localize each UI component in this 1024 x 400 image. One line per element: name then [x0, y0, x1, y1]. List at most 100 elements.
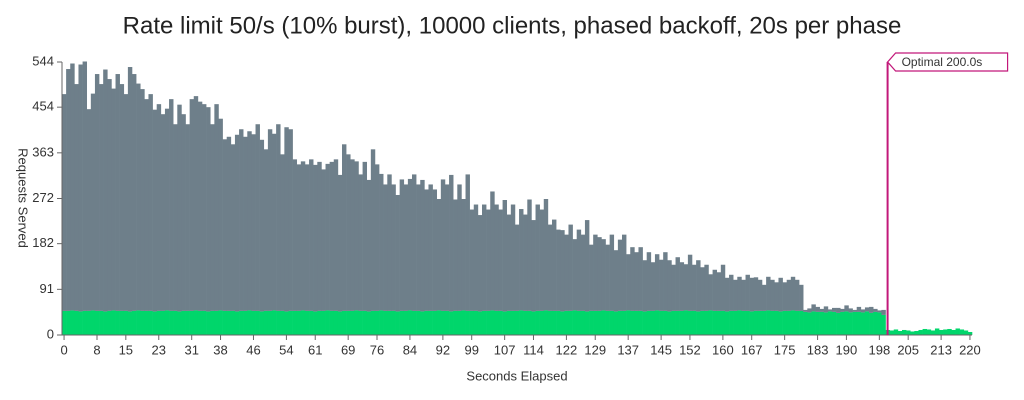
bar-segment [786, 310, 792, 335]
bar-segment [329, 161, 335, 311]
bar-segment [206, 311, 211, 335]
bar-segment [741, 310, 746, 335]
bar-segment [622, 310, 627, 335]
bar-segment [811, 311, 816, 335]
bar-segment [572, 310, 578, 335]
bar-segment [523, 310, 528, 335]
x-tick-label: 31 [184, 342, 198, 357]
bar-segment [74, 310, 79, 335]
bar-segment [255, 310, 260, 335]
bar-segment [807, 312, 812, 335]
bar-segment [136, 310, 141, 335]
bar-segment [803, 309, 808, 312]
bar-segment [309, 310, 314, 335]
bar-segment [144, 310, 149, 335]
bar-segment [193, 96, 199, 311]
bar-segment [82, 310, 88, 335]
bar-segment [799, 310, 804, 335]
bar-segment [910, 331, 915, 335]
bar-segment [473, 204, 479, 311]
bar-segment [535, 310, 540, 335]
bar-segment [453, 199, 458, 311]
bar-segment [374, 164, 380, 311]
bar-segment [436, 310, 442, 335]
bar-segment [716, 310, 722, 335]
bar-segment [247, 310, 252, 335]
x-tick-label: 23 [152, 342, 166, 357]
bar-segment [646, 310, 652, 335]
bar-segment [115, 310, 120, 335]
x-tick-label: 0 [60, 342, 67, 357]
bar-segment [572, 239, 578, 311]
bar-segment [737, 276, 742, 311]
bar-segment [498, 209, 503, 311]
bar-segment [617, 239, 623, 311]
bar-segment [589, 244, 594, 311]
bar-segment [103, 311, 108, 335]
y-axis-label: Requests Served [16, 148, 31, 248]
bar-segment [292, 159, 298, 311]
bar-segment [918, 329, 923, 335]
bar-segment [490, 191, 495, 311]
x-axis-label: Seconds Elapsed [466, 368, 567, 383]
bar-segment [749, 311, 755, 335]
bar-segment [700, 310, 705, 335]
bar-segment [169, 99, 174, 311]
bar-segment [914, 330, 919, 335]
bar-segment [939, 329, 944, 335]
bar-segment [490, 310, 495, 335]
bar-segment [346, 310, 351, 335]
x-tick-label: 84 [403, 342, 417, 357]
x-tick-label: 160 [712, 342, 734, 357]
bar-segment [576, 310, 582, 335]
bar-segment [832, 311, 837, 335]
bar-segment [226, 310, 232, 335]
bar-segment [609, 310, 615, 335]
bar-segment [230, 144, 236, 311]
x-tick-label: 8 [93, 342, 100, 357]
bar-segment [107, 79, 112, 311]
bar-segment [337, 311, 343, 335]
bar-segment [424, 189, 429, 311]
bar-segment [724, 311, 730, 335]
bar-segment [827, 309, 833, 312]
bar-segment [864, 311, 870, 335]
bar-segment [132, 310, 137, 335]
bar-segment [317, 310, 322, 335]
bar-segment [560, 311, 565, 335]
bar-segment [267, 129, 273, 311]
bar-segment [111, 88, 116, 311]
bar-segment [276, 310, 281, 335]
bar-segment [234, 134, 240, 312]
bar-segment [103, 69, 108, 312]
bar-segment [733, 310, 738, 335]
bar-segment [852, 309, 858, 312]
bar-segment [181, 114, 186, 311]
bar-segment [107, 310, 112, 335]
bar-segment [811, 304, 816, 312]
bar-segment [716, 272, 722, 311]
bar-segment [300, 161, 306, 311]
bar-segment [930, 330, 936, 335]
x-tick-label: 54 [279, 342, 293, 357]
bar-segment [663, 252, 668, 311]
bar-segment [630, 310, 635, 335]
bar-segment [794, 279, 800, 311]
bar-segment [346, 154, 351, 311]
bar-segment [708, 274, 713, 311]
annotation-label: Optimal 200.0s [902, 55, 983, 69]
bar-segment [774, 282, 779, 311]
bar-segment [391, 184, 396, 311]
bar-segment [144, 99, 149, 311]
bar-segment [391, 310, 396, 335]
bar-segment [720, 310, 726, 335]
bar-segment [568, 224, 573, 311]
bar-segment [823, 312, 829, 335]
bar-segment [650, 310, 656, 335]
bar-segment [342, 310, 347, 335]
bar-segment [630, 247, 635, 311]
bar-segment [593, 234, 598, 311]
x-tick-label: 122 [556, 342, 578, 357]
bar-segment [881, 314, 886, 335]
bar-segment [708, 310, 713, 335]
